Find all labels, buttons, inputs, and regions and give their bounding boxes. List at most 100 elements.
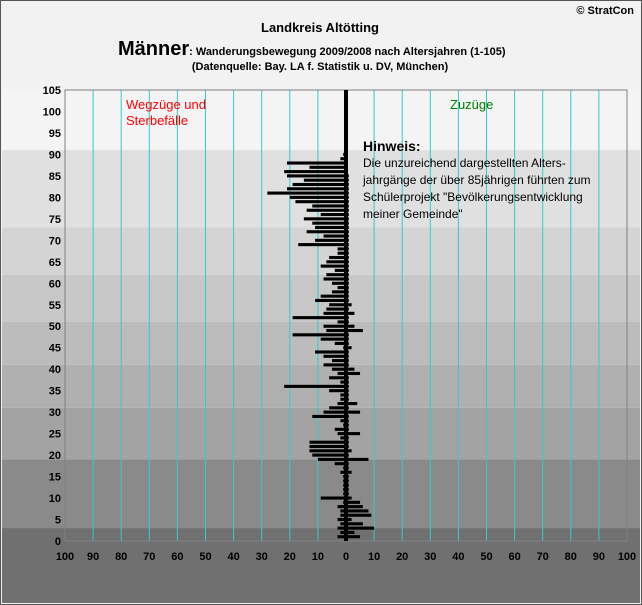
- bar-outflow: [323, 410, 346, 414]
- bar-inflow: [346, 496, 352, 500]
- bar-outflow: [309, 440, 346, 444]
- left-label-line1: Wegzüge und: [126, 97, 206, 112]
- bar-outflow: [292, 182, 346, 187]
- y-tick-label: 40: [49, 364, 61, 376]
- x-tick-label: 100: [618, 551, 636, 563]
- bg-band-0: [2, 528, 640, 541]
- y-tick-label: 30: [49, 407, 61, 419]
- bar-outflow: [329, 303, 346, 307]
- bar-outflow: [340, 419, 346, 423]
- bar-outflow: [326, 260, 346, 264]
- bg-band-4: [2, 321, 640, 365]
- x-tick-label: 50: [199, 551, 211, 563]
- bar-outflow: [340, 513, 346, 517]
- bar-outflow: [267, 191, 346, 195]
- bar-outflow: [295, 200, 346, 204]
- y-tick-label: 35: [49, 386, 61, 398]
- bar-inflow: [346, 530, 355, 534]
- bar-inflow: [346, 513, 372, 517]
- bar-outflow: [340, 397, 346, 401]
- bar-outflow: [320, 496, 346, 500]
- bar-inflow: [346, 402, 358, 406]
- y-tick-label: 15: [49, 472, 61, 484]
- x-tick-label: 70: [537, 551, 549, 563]
- bar-outflow: [326, 328, 346, 333]
- bar-outflow: [337, 320, 346, 324]
- bar-outflow: [329, 406, 346, 410]
- bar-outflow: [340, 157, 346, 161]
- bar-outflow: [337, 432, 346, 436]
- bar-outflow: [337, 535, 346, 539]
- bar-outflow: [340, 522, 346, 526]
- bar-inflow: [346, 526, 375, 530]
- bar-inflow: [346, 509, 369, 513]
- bar-outflow: [331, 359, 346, 363]
- y-tick-label: 95: [49, 128, 61, 140]
- bar-outflow: [334, 462, 346, 466]
- title-sub: : Wanderungsbewegung 2009/2008 nach Alte…: [189, 46, 506, 58]
- bar-outflow: [292, 333, 346, 337]
- bar-outflow: [309, 165, 346, 169]
- region-title: Landkreis Altötting: [261, 20, 379, 35]
- bar-outflow: [315, 298, 346, 303]
- bar-outflow: [340, 380, 346, 384]
- hint-line-3: Schülerprojekt "Bevölkerungsentwicklung: [363, 190, 583, 204]
- y-tick-label: 65: [49, 257, 61, 269]
- bar-outflow: [320, 294, 346, 298]
- hint-line-2: jahrgänge der über 85jährigen führten zu…: [363, 173, 591, 187]
- bar-outflow: [334, 427, 346, 431]
- x-tick-label: 0: [343, 551, 349, 563]
- bar-outflow: [320, 264, 346, 268]
- bar-outflow: [323, 234, 346, 238]
- bar-inflow: [346, 324, 355, 328]
- bar-outflow: [323, 354, 346, 358]
- bar-outflow: [317, 457, 346, 461]
- bar-outflow: [292, 316, 346, 320]
- bar-outflow: [331, 290, 346, 294]
- bar-inflow: [346, 449, 352, 453]
- bar-outflow: [306, 208, 346, 212]
- bar-outflow: [323, 363, 346, 367]
- bar-outflow: [337, 517, 346, 522]
- y-tick-label: 25: [49, 429, 61, 441]
- bar-outflow: [337, 526, 346, 530]
- bar-outflow: [340, 530, 346, 534]
- bar-outflow: [303, 178, 346, 182]
- x-tick-label: 60: [171, 551, 183, 563]
- bar-outflow: [323, 311, 346, 315]
- hint-line-1: Die unzureichend dargestellten Alters-: [363, 156, 566, 170]
- left-label-line2: Sterbefälle: [126, 113, 189, 128]
- bar-outflow: [326, 307, 346, 311]
- bar-outflow: [334, 341, 346, 345]
- y-tick-label: 50: [49, 321, 61, 333]
- bar-outflow: [289, 195, 346, 199]
- x-tick-label: 70: [143, 551, 155, 563]
- y-tick-label: 20: [49, 450, 61, 462]
- hint-line-4: meiner Gemeinde": [363, 207, 463, 221]
- bar-outflow: [329, 389, 346, 393]
- x-tick-label: 90: [593, 551, 605, 563]
- y-tick-label: 80: [49, 192, 61, 204]
- hint-title: Hinweis:: [363, 138, 421, 154]
- x-tick-label: 30: [256, 551, 268, 563]
- bar-outflow: [286, 174, 346, 178]
- x-tick-label: 80: [565, 551, 577, 563]
- bar-outflow: [331, 367, 346, 371]
- x-tick-label: 40: [227, 551, 239, 563]
- bar-outflow: [340, 436, 346, 440]
- bar-inflow: [346, 367, 355, 371]
- copyright: © StratCon: [576, 5, 634, 17]
- bar-outflow: [298, 243, 346, 247]
- bar-inflow: [346, 311, 355, 315]
- bg-band-1: [2, 459, 640, 529]
- x-tick-label: 60: [508, 551, 520, 563]
- bar-outflow: [331, 281, 346, 285]
- y-tick-label: 5: [55, 515, 61, 527]
- bar-outflow: [334, 268, 346, 272]
- y-tick-label: 100: [43, 106, 61, 118]
- bar-outflow: [340, 470, 346, 474]
- x-tick-label: 20: [396, 551, 408, 563]
- y-tick-label: 0: [55, 536, 61, 548]
- bar-outflow: [312, 221, 346, 225]
